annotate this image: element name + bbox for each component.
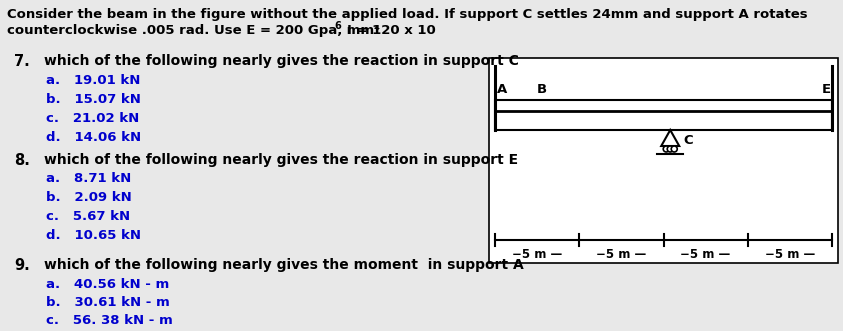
Text: c.   21.02 kN: c. 21.02 kN (46, 112, 139, 125)
Bar (489, 58, 838, 263)
Text: A: A (497, 83, 507, 96)
Bar (495, 100, 832, 130)
Text: E: E (822, 83, 831, 96)
Text: which of the following nearly gives the reaction in support C: which of the following nearly gives the … (44, 54, 519, 68)
Text: C: C (683, 134, 693, 148)
Text: 9.: 9. (14, 258, 30, 273)
Text: 8.: 8. (14, 153, 30, 168)
Text: Consider the beam in the figure without the applied load. If support C settles 2: Consider the beam in the figure without … (7, 8, 808, 21)
Polygon shape (661, 130, 679, 146)
Text: b.   2.09 kN: b. 2.09 kN (46, 191, 132, 204)
Text: 7.: 7. (14, 54, 30, 69)
Text: −5 m —: −5 m — (512, 248, 562, 261)
Text: a.   8.71 kN: a. 8.71 kN (46, 172, 132, 185)
Text: which of the following nearly gives the reaction in support E: which of the following nearly gives the … (44, 153, 518, 167)
Text: 6: 6 (334, 21, 341, 31)
Text: which of the following nearly gives the moment  in support A: which of the following nearly gives the … (44, 258, 524, 272)
Text: mm⁴: mm⁴ (342, 24, 380, 37)
Text: counterclockwise .005 rad. Use E = 200 Gpa, I = 120 x 10: counterclockwise .005 rad. Use E = 200 G… (7, 24, 436, 37)
Text: a.   19.01 kN: a. 19.01 kN (46, 74, 141, 87)
Text: b.   30.61 kN - m: b. 30.61 kN - m (46, 296, 169, 309)
Text: d.   10.65 kN: d. 10.65 kN (46, 229, 141, 242)
Text: d.   14.06 kN: d. 14.06 kN (46, 131, 141, 144)
Text: c.   56. 38 kN - m: c. 56. 38 kN - m (46, 314, 173, 327)
Circle shape (663, 146, 669, 152)
Text: b.   15.07 kN: b. 15.07 kN (46, 93, 141, 106)
Circle shape (671, 146, 677, 152)
Text: −5 m —: −5 m — (680, 248, 731, 261)
Text: −5 m —: −5 m — (765, 248, 815, 261)
Circle shape (668, 146, 674, 152)
Text: −5 m —: −5 m — (596, 248, 647, 261)
Text: B: B (537, 83, 547, 96)
Text: c.   5.67 kN: c. 5.67 kN (46, 210, 130, 223)
Text: a.   40.56 kN - m: a. 40.56 kN - m (46, 278, 169, 291)
